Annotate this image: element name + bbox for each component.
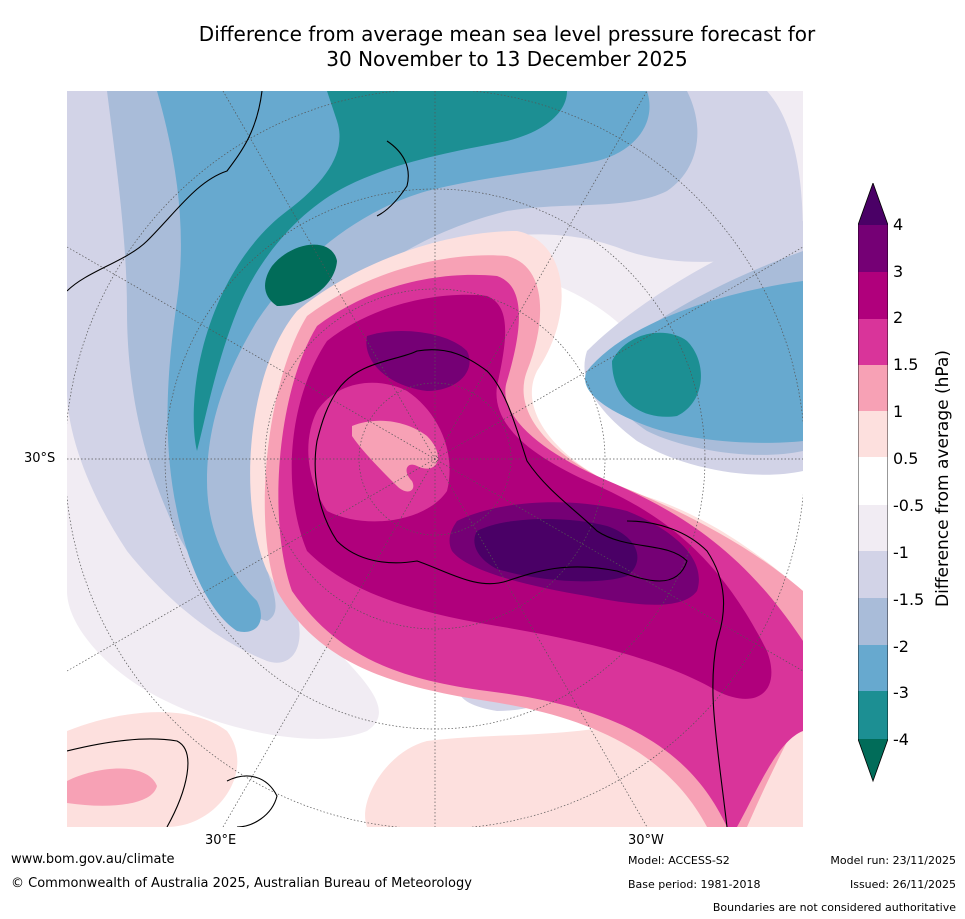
colorbar-segment-0-5-to-1 [858,411,888,457]
colorbar-segment-2-to-3 [858,272,888,319]
title-line-2: 30 November to 13 December 2025 [326,47,688,71]
coastline-new-zealand [376,140,409,217]
title-line-1: Difference from average mean sea level p… [198,22,816,46]
colorbar-tick-m1-5: -1.5 [893,590,925,609]
colorbar-tick-2: 2 [893,308,904,327]
contour-pos-3-north [366,331,470,391]
contour-neg-4 [265,244,337,306]
colorbar-tick-m1: -1 [893,543,909,562]
footer-disclaimer: Boundaries are not considered authoritat… [712,901,956,914]
footer-issued: Issued: 26/11/2025 [849,878,956,891]
footer-copyright: © Commonwealth of Australia 2025, Austra… [11,876,472,891]
colorbar-tick-4: 4 [893,215,904,234]
colorbar-tick-m3: -3 [893,683,909,702]
colorbar-segment-m1-to-m0-5 [858,505,888,551]
footer-model-run: Model run: 23/11/2025 [830,854,956,867]
coastline-australia [67,91,263,292]
coastlines [67,91,728,827]
contour-neg-3 [193,91,567,451]
colorbar-tick-m2: -2 [893,637,909,656]
contour-pos-4 [474,519,638,582]
colorbar-svg [857,181,889,783]
coastline-africa [67,738,189,827]
contour-pink-light-sw [67,712,238,827]
colorbar-tick-0-5: 0.5 [893,449,919,468]
colorbar-segment-m1-5-to-m1 [858,551,888,598]
contour-pos-1-inner [352,420,438,492]
colorbar-bottom-arrow [858,739,888,781]
colorbar-tick-1: 1 [893,402,904,421]
colorbar-segment-m3-to-m2 [858,645,888,691]
chart-title: Difference from average mean sea level p… [0,22,965,72]
coastline-south-america [626,520,728,827]
coastline-antarctica [314,349,688,585]
colorbar-segment-m2-to-m1-5 [858,598,888,645]
coastline-madagascar [226,775,278,827]
graticule [67,91,803,827]
footer-model: Model: ACCESS-S2 [628,854,730,867]
colorbar-segment-m4-to-m3 [858,691,888,739]
lon-label-30e: 30°E [205,833,237,848]
colorbar-segment-3-to-4 [858,225,888,272]
colorbar-title: Difference from average (hPa) [933,350,953,607]
colorbar-segment-1-5-to-2 [858,319,888,365]
lon-label-30w: 30°W [628,833,664,848]
colorbar-top-arrow [858,183,888,225]
map-svg [67,91,803,827]
colorbar-tick-m0-5: -0.5 [893,496,925,515]
lat-label-30s: 30°S [24,451,56,466]
footer-base-period: Base period: 1981-2018 [628,878,761,891]
colorbar-tick-m4: -4 [893,730,909,749]
colorbar-tick-3: 3 [893,262,904,281]
colorbar [857,181,889,783]
pressure-anomaly-map [67,91,803,827]
contour-pink-sw2 [67,768,157,806]
colorbar-segment-neutral [858,457,888,505]
footer-url[interactable]: www.bom.gov.au/climate [11,852,175,867]
contour-neg-3-east [612,332,701,417]
colorbar-segment-1-to-1-5 [858,365,888,411]
colorbar-tick-1-5: 1.5 [893,355,919,374]
